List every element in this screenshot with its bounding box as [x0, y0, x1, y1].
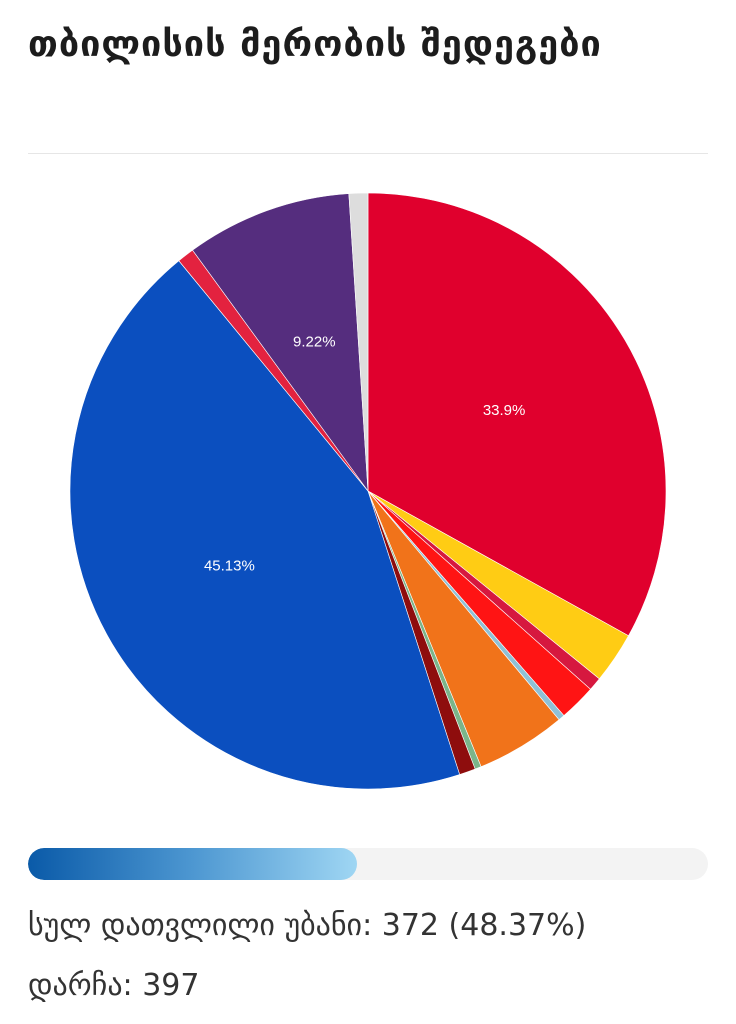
pie-slice-12	[348, 192, 369, 492]
slice-label-1: 33.9%	[483, 402, 526, 419]
counted-precincts-text: სულ დათვლილი უბანი: 372 (48.37%)	[28, 908, 587, 943]
slice-label-11: 9.22%	[293, 333, 336, 350]
pie-slice-11	[192, 193, 369, 493]
remaining-precincts-text: დარჩა: 397	[28, 968, 200, 1003]
slice-label-9: 45.13%	[204, 558, 255, 575]
progress-fill	[28, 848, 357, 880]
pie-chart: 33.9% 45.13% 9.22%	[69, 192, 667, 790]
divider	[28, 153, 708, 154]
page-title: თბილისის მერობის შედეგები	[28, 24, 602, 65]
pie-slice-1	[367, 192, 667, 637]
progress-bar	[28, 848, 708, 880]
pie-slice-9	[69, 260, 461, 790]
